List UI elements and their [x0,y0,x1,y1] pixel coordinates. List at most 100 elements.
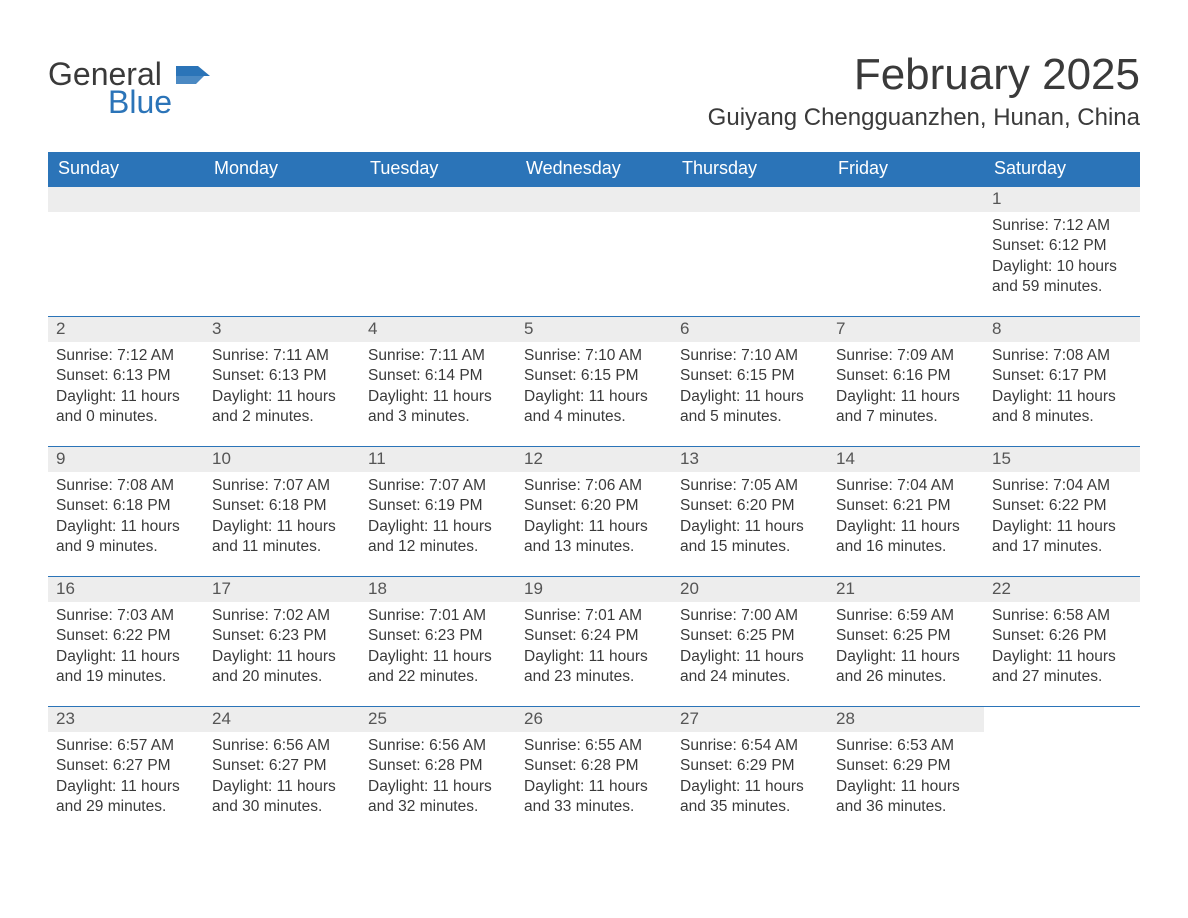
location-subtitle: Guiyang Chengguanzhen, Hunan, China [708,104,1140,132]
calendar-cell: 16Sunrise: 7:03 AMSunset: 6:22 PMDayligh… [48,577,204,705]
sunset-text: Sunset: 6:24 PM [524,626,664,646]
sunset-text: Sunset: 6:23 PM [368,626,508,646]
flag-icon [176,62,210,86]
sunset-text: Sunset: 6:27 PM [212,756,352,776]
day-details: Sunrise: 7:10 AMSunset: 6:15 PMDaylight:… [516,342,672,434]
sunrise-text: Sunrise: 6:56 AM [368,736,508,756]
day-details: Sunrise: 7:07 AMSunset: 6:19 PMDaylight:… [360,472,516,564]
day-number: 12 [516,447,672,472]
day-details: Sunrise: 7:11 AMSunset: 6:13 PMDaylight:… [204,342,360,434]
calendar-cell: 2Sunrise: 7:12 AMSunset: 6:13 PMDaylight… [48,317,204,445]
day-details: Sunrise: 6:56 AMSunset: 6:27 PMDaylight:… [204,732,360,824]
daylight-text: Daylight: 11 hours and 12 minutes. [368,517,508,558]
day-number: 3 [204,317,360,342]
calendar-body: 1Sunrise: 7:12 AMSunset: 6:12 PMDaylight… [48,187,1140,835]
daylight-text: Daylight: 11 hours and 33 minutes. [524,777,664,818]
sunrise-text: Sunrise: 7:03 AM [56,606,196,626]
day-details: Sunrise: 7:02 AMSunset: 6:23 PMDaylight:… [204,602,360,694]
weekday-header: Thursday [672,152,828,187]
calendar-cell [984,707,1140,835]
calendar-cell: 3Sunrise: 7:11 AMSunset: 6:13 PMDaylight… [204,317,360,445]
sunrise-text: Sunrise: 7:06 AM [524,476,664,496]
day-details: Sunrise: 7:00 AMSunset: 6:25 PMDaylight:… [672,602,828,694]
calendar-week: 9Sunrise: 7:08 AMSunset: 6:18 PMDaylight… [48,447,1140,575]
calendar-cell [516,187,672,315]
day-details: Sunrise: 6:59 AMSunset: 6:25 PMDaylight:… [828,602,984,694]
month-title: February 2025 [708,50,1140,100]
sunset-text: Sunset: 6:25 PM [680,626,820,646]
sunrise-text: Sunrise: 7:08 AM [992,346,1132,366]
daylight-text: Daylight: 10 hours and 59 minutes. [992,257,1132,298]
sunrise-text: Sunrise: 7:12 AM [992,216,1132,236]
day-number: 16 [48,577,204,602]
sunset-text: Sunset: 6:27 PM [56,756,196,776]
sunset-text: Sunset: 6:20 PM [524,496,664,516]
daylight-text: Daylight: 11 hours and 26 minutes. [836,647,976,688]
daylight-text: Daylight: 11 hours and 2 minutes. [212,387,352,428]
daylight-text: Daylight: 11 hours and 19 minutes. [56,647,196,688]
calendar-cell [360,187,516,315]
day-details: Sunrise: 7:04 AMSunset: 6:21 PMDaylight:… [828,472,984,564]
calendar-cell: 14Sunrise: 7:04 AMSunset: 6:21 PMDayligh… [828,447,984,575]
daylight-text: Daylight: 11 hours and 16 minutes. [836,517,976,558]
weekday-row: SundayMondayTuesdayWednesdayThursdayFrid… [48,152,1140,187]
title-block: February 2025 Guiyang Chengguanzhen, Hun… [708,40,1140,146]
calendar-cell: 24Sunrise: 6:56 AMSunset: 6:27 PMDayligh… [204,707,360,835]
sunrise-text: Sunrise: 7:05 AM [680,476,820,496]
day-number: 5 [516,317,672,342]
calendar-header: SundayMondayTuesdayWednesdayThursdayFrid… [48,152,1140,187]
daylight-text: Daylight: 11 hours and 4 minutes. [524,387,664,428]
sunrise-text: Sunrise: 7:01 AM [368,606,508,626]
daylight-text: Daylight: 11 hours and 8 minutes. [992,387,1132,428]
calendar-cell: 23Sunrise: 6:57 AMSunset: 6:27 PMDayligh… [48,707,204,835]
sunset-text: Sunset: 6:17 PM [992,366,1132,386]
sunrise-text: Sunrise: 7:07 AM [212,476,352,496]
daylight-text: Daylight: 11 hours and 35 minutes. [680,777,820,818]
sunrise-text: Sunrise: 6:57 AM [56,736,196,756]
daylight-text: Daylight: 11 hours and 27 minutes. [992,647,1132,688]
day-number: 10 [204,447,360,472]
empty-day-header [48,187,204,212]
daylight-text: Daylight: 11 hours and 24 minutes. [680,647,820,688]
calendar-cell: 10Sunrise: 7:07 AMSunset: 6:18 PMDayligh… [204,447,360,575]
sunset-text: Sunset: 6:22 PM [992,496,1132,516]
day-number: 28 [828,707,984,732]
empty-day-header [516,187,672,212]
daylight-text: Daylight: 11 hours and 32 minutes. [368,777,508,818]
day-number: 8 [984,317,1140,342]
day-number: 14 [828,447,984,472]
weekday-header: Saturday [984,152,1140,187]
weekday-header: Monday [204,152,360,187]
empty-day-header [672,187,828,212]
day-number: 26 [516,707,672,732]
day-number: 21 [828,577,984,602]
day-number: 4 [360,317,516,342]
sunset-text: Sunset: 6:14 PM [368,366,508,386]
day-details: Sunrise: 6:53 AMSunset: 6:29 PMDaylight:… [828,732,984,824]
sunset-text: Sunset: 6:29 PM [836,756,976,776]
day-details: Sunrise: 7:03 AMSunset: 6:22 PMDaylight:… [48,602,204,694]
calendar-week: 23Sunrise: 6:57 AMSunset: 6:27 PMDayligh… [48,707,1140,835]
calendar-cell [672,187,828,315]
calendar-table: SundayMondayTuesdayWednesdayThursdayFrid… [48,152,1140,835]
sunrise-text: Sunrise: 7:04 AM [836,476,976,496]
calendar-cell: 25Sunrise: 6:56 AMSunset: 6:28 PMDayligh… [360,707,516,835]
daylight-text: Daylight: 11 hours and 30 minutes. [212,777,352,818]
calendar-cell: 15Sunrise: 7:04 AMSunset: 6:22 PMDayligh… [984,447,1140,575]
weekday-header: Tuesday [360,152,516,187]
calendar-cell: 8 Sunrise: 7:08 AMSunset: 6:17 PMDaylight… [984,317,1140,445]
sunrise-text: Sunrise: 7:08 AM [56,476,196,496]
sunrise-text: Sunrise: 6:56 AM [212,736,352,756]
calendar-cell: 5Sunrise: 7:10 AMSunset: 6:15 PMDaylight… [516,317,672,445]
day-number: 20 [672,577,828,602]
day-details: Sunrise: 7:01 AMSunset: 6:24 PMDaylight:… [516,602,672,694]
day-details: Sunrise: 7:09 AMSunset: 6:16 PMDaylight:… [828,342,984,434]
day-details: Sunrise: 6:57 AMSunset: 6:27 PMDaylight:… [48,732,204,824]
sunset-text: Sunset: 6:28 PM [524,756,664,776]
day-details: Sunrise: 7:11 AMSunset: 6:14 PMDaylight:… [360,342,516,434]
day-number: 2 [48,317,204,342]
calendar-week: 1Sunrise: 7:12 AMSunset: 6:12 PMDaylight… [48,187,1140,315]
sunrise-text: Sunrise: 7:11 AM [212,346,352,366]
calendar-cell: 26Sunrise: 6:55 AMSunset: 6:28 PMDayligh… [516,707,672,835]
sunset-text: Sunset: 6:13 PM [212,366,352,386]
